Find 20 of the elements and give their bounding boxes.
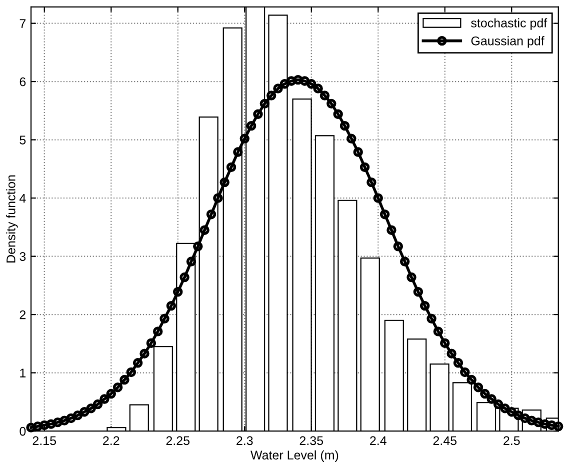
x-axis-title: Water Level (m) [250,450,338,462]
y-tick-label: 7 [20,19,26,28]
y-tick-label: 2 [20,310,26,320]
legend-label: stochastic pdf [471,18,548,30]
x-tick-label: 2.3 [236,436,253,446]
x-tick-label: 2.5 [504,436,520,446]
y-axis-title: Density function [6,175,18,262]
x-tick-label: 2.15 [32,436,56,446]
x-tick-label: 2.25 [166,436,190,446]
x-tick-label: 2.35 [300,436,324,446]
y-tick-label: 5 [20,136,26,144]
legend-label: Gaussian pdf [471,36,544,48]
y-tick-label: 4 [19,194,26,203]
y-tick-label: 1 [20,368,26,378]
x-tick-label: 2.4 [370,436,386,445]
x-tick-label: 2.2 [103,436,120,445]
y-tick-label: 3 [20,252,26,261]
x-tick-label: 2.45 [433,436,457,446]
y-tick-label: 6 [20,77,26,86]
y-tick-label: 0 [20,426,26,436]
